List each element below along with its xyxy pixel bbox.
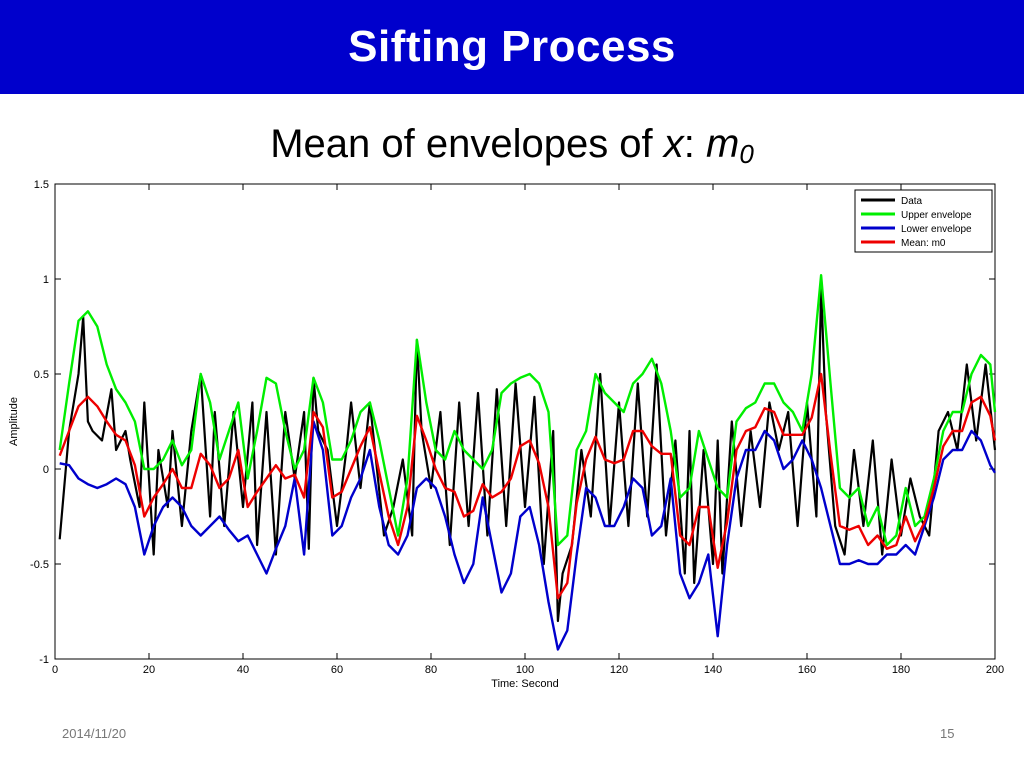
slide-page-number: 15 <box>940 726 955 741</box>
x-tick-label: 100 <box>516 664 534 676</box>
subtitle-m: m <box>706 122 740 166</box>
slide-title: Sifting Process <box>348 22 676 71</box>
y-tick-label: -1 <box>39 654 49 666</box>
y-tick-label: 1.5 <box>34 179 49 191</box>
y-tick-label: 0 <box>43 464 49 476</box>
subtitle-prefix: Mean of envelopes of <box>270 122 664 166</box>
x-tick-label: 120 <box>610 664 628 676</box>
x-tick-label: 40 <box>237 664 249 676</box>
legend-entry: Mean: m0 <box>901 238 946 249</box>
x-tick-label: 20 <box>143 664 155 676</box>
legend-entry: Data <box>901 196 923 207</box>
series-line-mean-m0 <box>58 372 997 600</box>
plot-area-frame <box>54 183 996 660</box>
legend-entry: Lower envelope <box>901 224 972 235</box>
series-line-lower-envelope <box>59 420 997 651</box>
x-tick-label: 160 <box>798 664 816 676</box>
legend-entry: Upper envelope <box>901 210 972 221</box>
subtitle-subscript: 0 <box>739 139 754 169</box>
x-tick-label: 0 <box>52 664 58 676</box>
series-line-upper-envelope <box>58 273 997 547</box>
x-axis-label: Time: Second <box>491 678 558 690</box>
subtitle-colon: : <box>683 122 707 166</box>
subtitle-variable: x <box>663 122 684 166</box>
y-tick-label: -0.5 <box>30 559 49 571</box>
x-tick-label: 80 <box>425 664 437 676</box>
y-tick-label: 1 <box>43 274 49 286</box>
slide-subtitle: Mean of envelopes of x: m0 <box>0 122 1024 170</box>
x-tick-label: 140 <box>704 664 722 676</box>
slide-title-bar: Sifting Process <box>0 0 1024 94</box>
y-tick-label: 0.5 <box>34 369 49 381</box>
x-tick-label: 60 <box>331 664 343 676</box>
footer-date: 2014/11/20 <box>62 726 127 741</box>
y-axis-label: Amplitude <box>8 397 20 446</box>
x-tick-label: 200 <box>986 664 1004 676</box>
x-tick-label: 180 <box>892 664 910 676</box>
envelope-chart: 0 20 40 60 80 100 120 140 160 180 200 -1 -0.5 0 0.5 1 1.… <box>8 179 1004 690</box>
